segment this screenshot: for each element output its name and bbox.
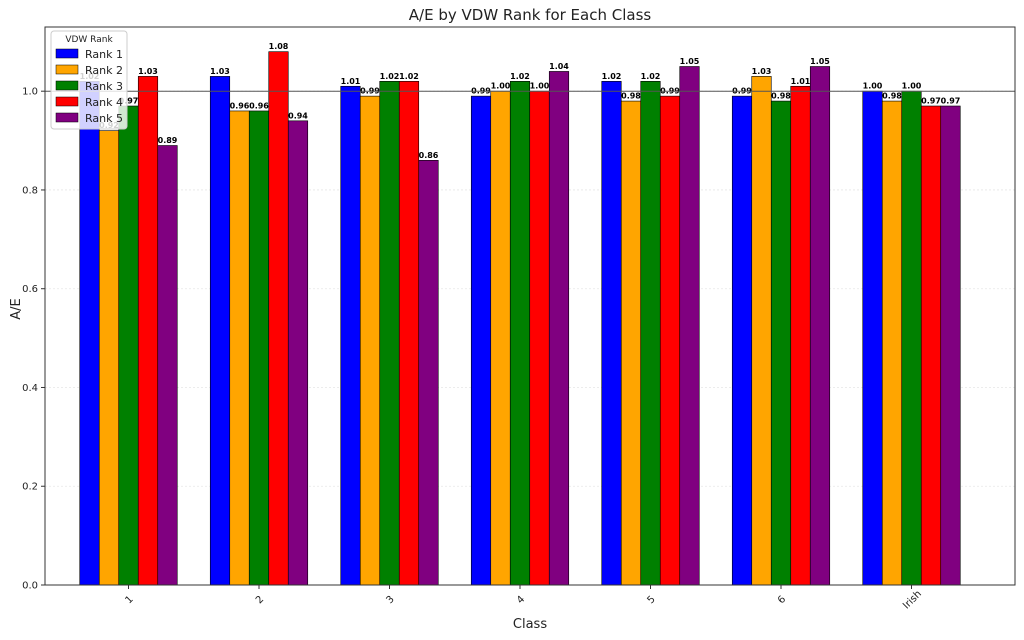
bar [137, 76, 159, 586]
bar [620, 100, 642, 586]
data-label: 1.03 [138, 67, 158, 76]
data-label: 0.96 [249, 101, 269, 110]
data-label: 0.98 [882, 92, 902, 101]
bar [229, 110, 250, 586]
legend: VDW Rank Rank 1 Rank 2 Rank 3 Rank 4 Rank 5 [50, 30, 128, 130]
data-label: 1.00 [863, 82, 883, 91]
bar [248, 110, 270, 586]
x-tick-label: 5 [645, 594, 657, 606]
data-label: 1.05 [680, 57, 700, 66]
bar [881, 100, 903, 586]
x-tick-label: 1 [123, 594, 135, 606]
legend-swatch [55, 64, 79, 75]
data-label: 0.86 [419, 151, 439, 160]
x-axis-label: Class [513, 617, 547, 632]
data-label: 0.98 [771, 92, 791, 101]
bar [379, 81, 400, 586]
data-label: 1.02 [641, 72, 661, 81]
x-tick-label: 2 [254, 594, 266, 606]
bar [601, 81, 622, 586]
data-label: 1.01 [791, 77, 811, 86]
data-label: 1.02 [510, 72, 530, 81]
bar [731, 95, 753, 586]
bar [398, 81, 420, 586]
bar [509, 81, 531, 586]
data-label: 1.00 [491, 82, 511, 91]
data-label: 0.94 [288, 111, 308, 120]
bar [98, 130, 120, 586]
bar [340, 85, 361, 586]
legend-label: Rank 3 [85, 80, 123, 93]
data-label: 0.97 [921, 97, 941, 106]
bar [790, 85, 811, 586]
bar [901, 90, 922, 586]
data-label: 1.01 [341, 77, 361, 86]
bar [268, 51, 289, 586]
bar [209, 76, 231, 586]
bar [751, 76, 772, 586]
data-label: 0.98 [621, 92, 641, 101]
axes: 0.00.20.40.60.81.01 2 3 4 5 6 Irish [22, 26, 1016, 612]
data-label: 0.89 [158, 136, 178, 145]
data-label: 1.02 [602, 72, 622, 81]
legend-title: VDW Rank [65, 35, 113, 45]
legend-swatch [55, 48, 79, 59]
data-label: 0.97 [119, 97, 139, 106]
data-label: 1.04 [549, 62, 569, 71]
bar [157, 145, 178, 586]
y-axis-label: A/E [9, 298, 24, 320]
data-label: 1.05 [810, 57, 830, 66]
legend-swatch [55, 80, 79, 91]
bar [770, 100, 792, 586]
x-tick-label: 3 [384, 594, 396, 606]
legend-label: Rank 2 [85, 64, 123, 77]
y-tick-label: 0.2 [22, 482, 38, 493]
legend-swatch [55, 112, 79, 123]
x-tick-label: Irish [901, 589, 924, 612]
data-label: 1.00 [530, 82, 550, 91]
x-tick-label: 4 [515, 594, 527, 606]
bar [118, 105, 139, 586]
bar [809, 66, 831, 586]
data-label: 1.00 [902, 82, 922, 91]
legend-swatch [55, 96, 79, 107]
y-tick-label: 0.4 [22, 383, 38, 394]
data-label: 1.02 [380, 72, 400, 81]
data-label: 1.08 [269, 42, 289, 51]
data-label: 1.02 [399, 72, 419, 81]
bars [79, 51, 961, 586]
bar [920, 105, 942, 586]
x-tick-label: 6 [776, 594, 788, 606]
bar [548, 71, 570, 586]
bar [359, 95, 381, 586]
legend-label: Rank 4 [85, 96, 123, 109]
bar [640, 81, 661, 586]
legend-label: Rank 5 [85, 112, 123, 125]
legend-label: Rank 1 [85, 48, 123, 61]
data-label: 1.03 [210, 67, 230, 76]
y-tick-label: 1.0 [22, 87, 38, 98]
bar [287, 120, 309, 586]
bar [470, 95, 492, 586]
bar [529, 90, 550, 586]
y-tick-label: 0.6 [22, 284, 38, 295]
data-label: 1.03 [752, 67, 772, 76]
bar [679, 66, 700, 586]
bar [862, 90, 883, 586]
plot-frame [44, 26, 1016, 586]
bar [659, 95, 681, 586]
data-label: 0.97 [941, 97, 961, 106]
data-label: 0.96 [230, 101, 250, 110]
chart-title: A/E by VDW Rank for Each Class [409, 6, 652, 24]
y-tick-label: 0.8 [22, 185, 38, 196]
bar [490, 90, 511, 586]
bar [940, 105, 961, 586]
bar [418, 160, 439, 586]
y-tick-label: 0.0 [22, 581, 38, 592]
bar [79, 81, 100, 586]
